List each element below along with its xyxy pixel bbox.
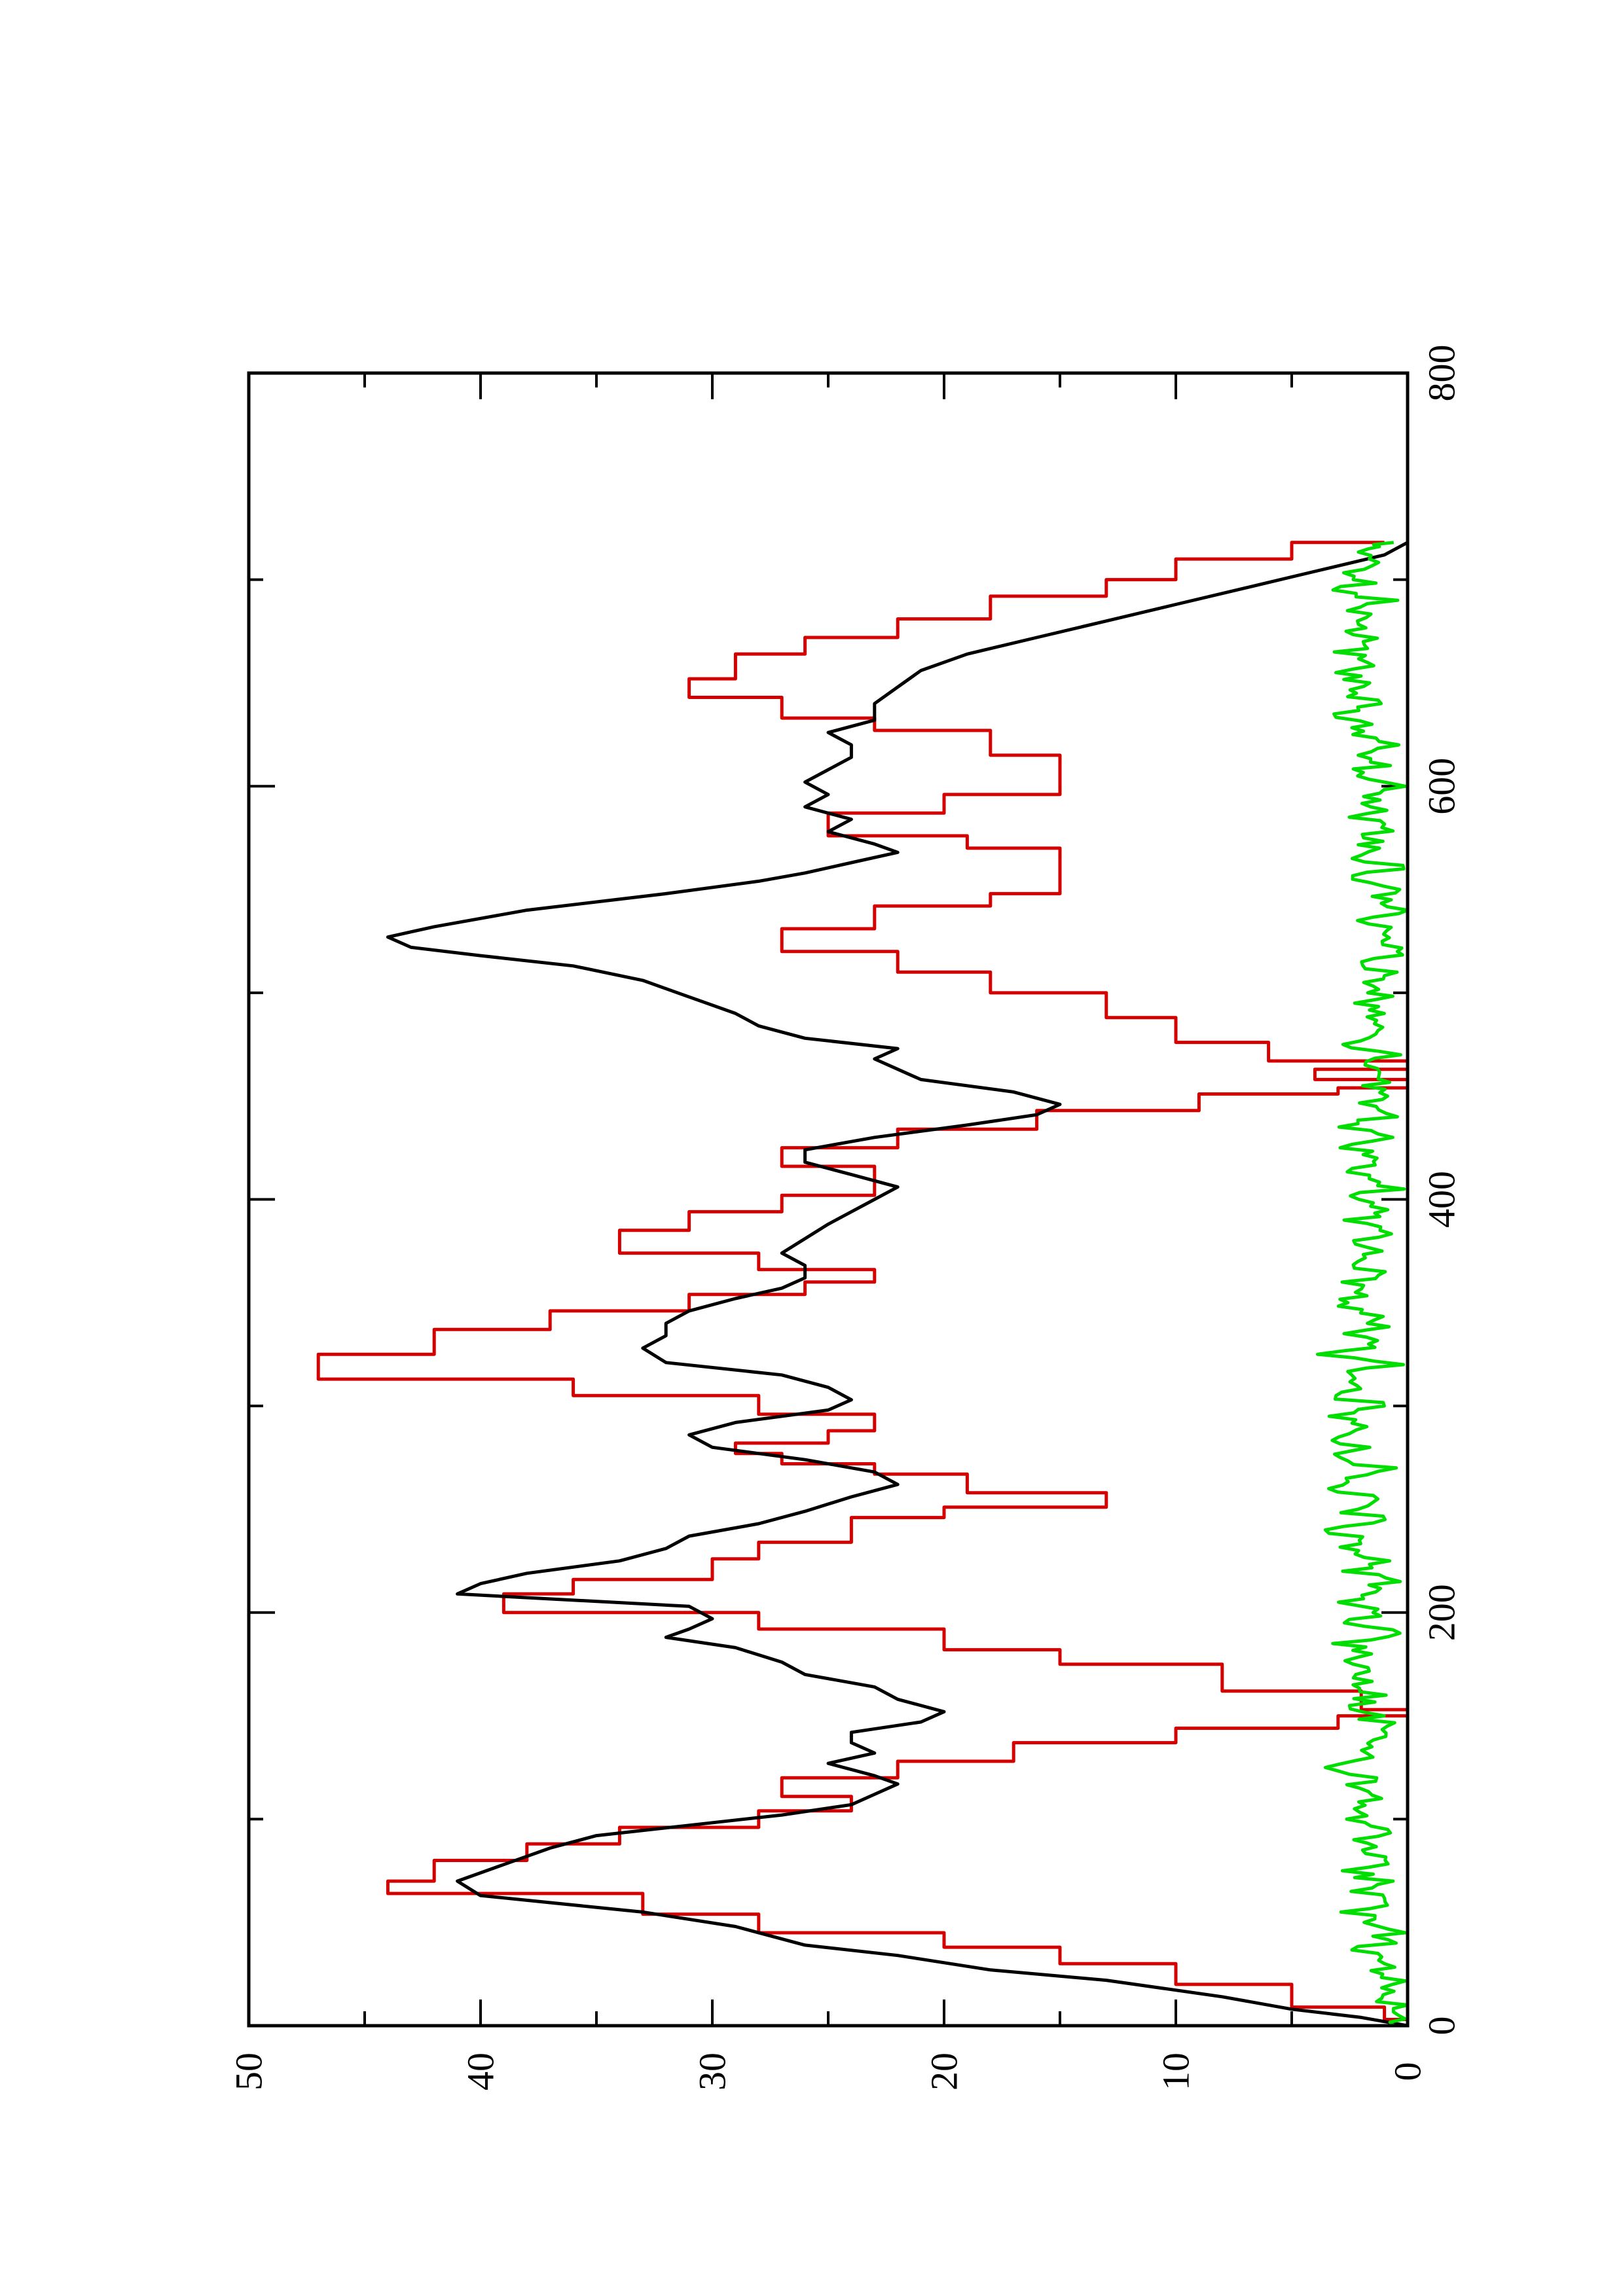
x-tick-label: 200 bbox=[1421, 1584, 1463, 1641]
x-tick-label: 600 bbox=[1421, 758, 1463, 815]
y-tick-label: 50 bbox=[228, 2053, 270, 2090]
y-tick-label: 0 bbox=[1387, 2062, 1429, 2081]
series-line-1 bbox=[386, 541, 1409, 2028]
y-tick-label: 40 bbox=[460, 2053, 502, 2090]
y-tick-label: 10 bbox=[1155, 2053, 1197, 2090]
x-tick-label: 400 bbox=[1421, 1171, 1463, 1228]
series-line-2 bbox=[1316, 541, 1410, 2027]
y-tick-label: 20 bbox=[923, 2053, 966, 2090]
y-tick-label: 30 bbox=[691, 2053, 734, 2090]
x-tick-label: 0 bbox=[1421, 2017, 1463, 2036]
series-layer bbox=[316, 541, 1410, 2028]
labels-layer: 0 200 400 600 800 0 10 20 30 40 50 bbox=[228, 345, 1463, 2091]
plot-frame bbox=[247, 371, 1410, 2028]
x-tick-label: 800 bbox=[1421, 345, 1463, 402]
